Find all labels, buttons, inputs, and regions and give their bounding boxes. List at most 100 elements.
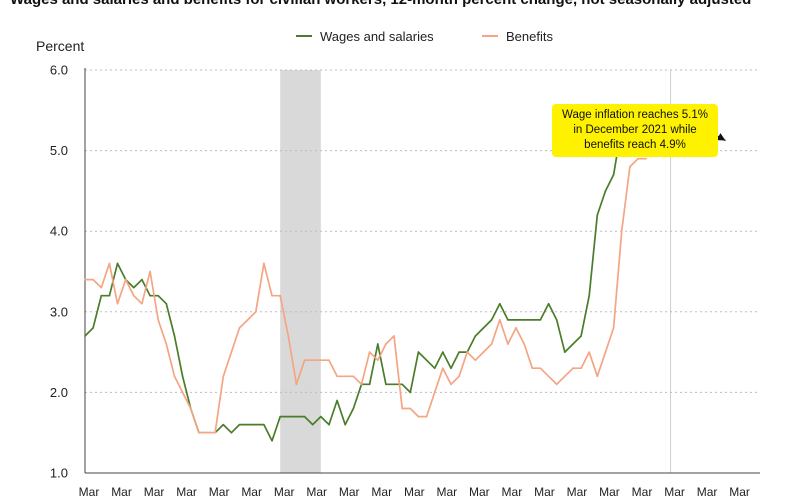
- data-point: [271, 439, 273, 442]
- x-tick-label: Mar: [371, 485, 392, 499]
- data-point: [222, 423, 225, 426]
- data-point: [596, 375, 599, 378]
- data-point: [620, 230, 623, 232]
- legend-label: Wages and salaries: [320, 29, 434, 44]
- data-point: [320, 359, 322, 361]
- data-point: [344, 423, 347, 426]
- x-tick-label: Mar: [144, 485, 165, 499]
- x-tick-label: Mar: [599, 485, 620, 499]
- data-point: [588, 294, 591, 297]
- data-point: [580, 367, 582, 370]
- data-point: [116, 302, 119, 305]
- data-point: [482, 327, 485, 329]
- data-point: [336, 375, 338, 378]
- data-point: [303, 415, 306, 418]
- chart-title: Wages and salaries and benefits for civi…: [10, 0, 790, 9]
- data-point: [230, 431, 233, 434]
- data-point: [490, 319, 493, 321]
- data-point: [149, 294, 151, 297]
- data-point: [401, 407, 403, 410]
- data-point: [84, 278, 86, 281]
- x-tick-label: Mar: [306, 485, 327, 499]
- data-point: [108, 262, 111, 265]
- background-layer: [280, 70, 672, 473]
- data-point: [279, 415, 281, 418]
- data-point: [425, 415, 428, 418]
- data-point: [507, 343, 509, 345]
- x-tick-label: Mar: [632, 485, 653, 499]
- data-point: [352, 407, 355, 410]
- data-point: [572, 367, 574, 370]
- y-tick-label: 5.0: [50, 143, 68, 158]
- data-point: [474, 359, 477, 361]
- data-point: [507, 319, 509, 321]
- data-point: [385, 343, 387, 345]
- data-point: [287, 335, 290, 337]
- data-point: [230, 351, 233, 353]
- legend: Wages and salaries Benefits: [296, 29, 553, 44]
- data-point: [393, 383, 395, 386]
- data-point: [474, 335, 477, 337]
- data-point: [531, 319, 534, 321]
- data-point: [417, 351, 420, 353]
- annotation-callout: Wage inflation reaches 5.1% in December …: [552, 104, 718, 157]
- data-point: [547, 302, 550, 305]
- data-point: [100, 294, 103, 297]
- data-point: [238, 423, 241, 426]
- x-tick-label: Mar: [436, 485, 457, 499]
- data-point: [271, 294, 273, 297]
- axis-layer: 1.0 2.0 3.0 4.0 5.0 6.0 Mar Mar Mar Mar Mar Mar Mar M…: [50, 63, 760, 499]
- data-point: [328, 423, 330, 426]
- data-point: [246, 319, 249, 321]
- data-point: [368, 383, 371, 386]
- data-point: [181, 375, 184, 378]
- data-point: [311, 423, 314, 426]
- data-point: [498, 319, 501, 321]
- data-point: [92, 278, 94, 281]
- x-tick-label: Mar: [697, 485, 718, 499]
- data-point: [92, 327, 94, 329]
- x-tick-label: Mar: [404, 485, 425, 499]
- data-point: [588, 351, 591, 353]
- data-point: [246, 423, 249, 426]
- y-axis-title: Percent: [36, 38, 84, 54]
- data-point: [124, 278, 127, 281]
- x-tick-label: Mar: [176, 485, 197, 499]
- x-tick-label: Mar: [567, 485, 588, 499]
- x-tick-label: Mar: [729, 485, 750, 499]
- data-point: [238, 327, 241, 329]
- data-point: [320, 415, 322, 418]
- data-point: [450, 367, 452, 370]
- data-point: [141, 278, 143, 281]
- data-point: [564, 375, 566, 378]
- data-point: [206, 431, 208, 434]
- data-point: [482, 351, 485, 353]
- series-layer: [84, 125, 647, 442]
- data-point: [458, 375, 460, 378]
- data-point: [580, 335, 582, 337]
- data-point: [132, 286, 135, 289]
- data-point: [287, 415, 290, 418]
- data-point: [604, 190, 607, 192]
- data-point: [612, 327, 615, 329]
- series-line-benefits: [85, 157, 647, 434]
- x-tick-label: Mar: [111, 485, 132, 499]
- data-point: [466, 351, 469, 353]
- data-point: [100, 286, 103, 289]
- data-point: [116, 262, 119, 265]
- arrow-head: [716, 133, 726, 141]
- data-point: [181, 391, 184, 394]
- legend-label: Benefits: [506, 29, 553, 44]
- data-point: [295, 415, 298, 418]
- data-point: [173, 335, 176, 337]
- data-point: [263, 423, 265, 426]
- data-point: [336, 399, 338, 402]
- data-point: [157, 294, 159, 297]
- data-point: [352, 375, 355, 378]
- data-point: [149, 270, 151, 273]
- data-point: [637, 157, 639, 160]
- x-tick-label: Mar: [241, 485, 262, 499]
- data-point: [442, 367, 444, 370]
- data-point: [311, 359, 314, 361]
- y-tick-label: 2.0: [50, 385, 68, 400]
